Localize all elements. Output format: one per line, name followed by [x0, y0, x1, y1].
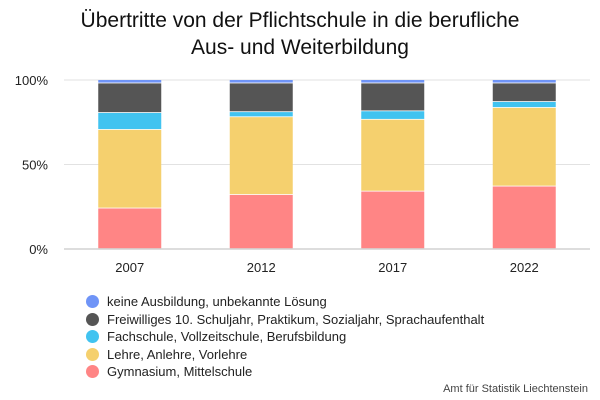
bar-segment-2017-3: [361, 83, 425, 111]
legend-swatch-icon: [86, 295, 99, 309]
y-tick-label: 0%: [29, 242, 48, 257]
bar-segment-2017-4: [361, 80, 425, 83]
bar-segment-2022-4: [492, 80, 556, 83]
bar-segment-2022-0: [492, 186, 556, 249]
x-axis-ticks: 2007 2012 2017 2022: [115, 260, 538, 275]
legend-item[interactable]: Gymnasium, Mittelschule: [86, 363, 484, 381]
legend-item[interactable]: Lehre, Anlehre, Vorlehre: [86, 346, 484, 364]
x-tick-label: 2017: [378, 260, 407, 275]
bar-segment-2017-0: [361, 191, 425, 249]
bar-segment-2022-1: [492, 107, 556, 186]
legend: keine Ausbildung, unbekannte Lösung Freiw…: [86, 293, 484, 381]
bar-segment-2017-1: [361, 119, 425, 191]
legend-item[interactable]: keine Ausbildung, unbekannte Lösung: [86, 293, 484, 311]
bar-segment-2012-0: [229, 194, 293, 249]
x-tick-label: 2007: [115, 260, 144, 275]
legend-label: Fachschule, Vollzeitschule, Berufsbildun…: [107, 329, 347, 345]
legend-item[interactable]: Freiwilliges 10. Schuljahr, Praktikum, S…: [86, 311, 484, 329]
bar-segment-2012-3: [229, 83, 293, 112]
source-label: Amt für Statistik Liechtenstein: [443, 383, 588, 395]
legend-label: Lehre, Anlehre, Vorlehre: [107, 346, 248, 362]
bar-segment-2022-3: [492, 83, 556, 102]
chart-title-line-1: Übertritte von der Pflichtschule in die …: [81, 9, 520, 32]
bar-segment-2017-2: [361, 111, 425, 119]
chart-title-line-2: Aus- und Weiterbildung: [191, 36, 409, 59]
legend-label: Freiwilliges 10. Schuljahr, Praktikum, S…: [107, 311, 485, 327]
y-axis-ticks: 0% 50% 100%: [15, 73, 49, 257]
bar-segment-2007-2: [98, 112, 162, 130]
legend-label: keine Ausbildung, unbekannte Lösung: [107, 294, 327, 310]
bar-segment-2007-1: [98, 129, 162, 208]
legend-item[interactable]: Fachschule, Vollzeitschule, Berufsbildun…: [86, 328, 484, 346]
legend-swatch-icon: [86, 330, 99, 344]
legend-swatch-icon: [86, 365, 99, 379]
bar-segment-2012-1: [229, 117, 293, 195]
bars: [98, 80, 556, 249]
legend-swatch-icon: [86, 312, 99, 326]
bar-segment-2022-2: [492, 101, 556, 108]
bar-segment-2007-3: [98, 83, 162, 113]
bar-segment-2012-4: [229, 80, 293, 83]
x-tick-label: 2012: [247, 260, 276, 275]
bar-segment-2007-0: [98, 208, 162, 249]
legend-swatch-icon: [86, 347, 99, 361]
y-tick-label: 100%: [15, 73, 49, 88]
bar-segment-2012-2: [229, 112, 293, 117]
bar-segment-2007-4: [98, 80, 162, 83]
legend-label: Gymnasium, Mittelschule: [107, 364, 253, 380]
x-tick-label: 2022: [510, 260, 539, 275]
y-tick-label: 50%: [22, 158, 48, 173]
